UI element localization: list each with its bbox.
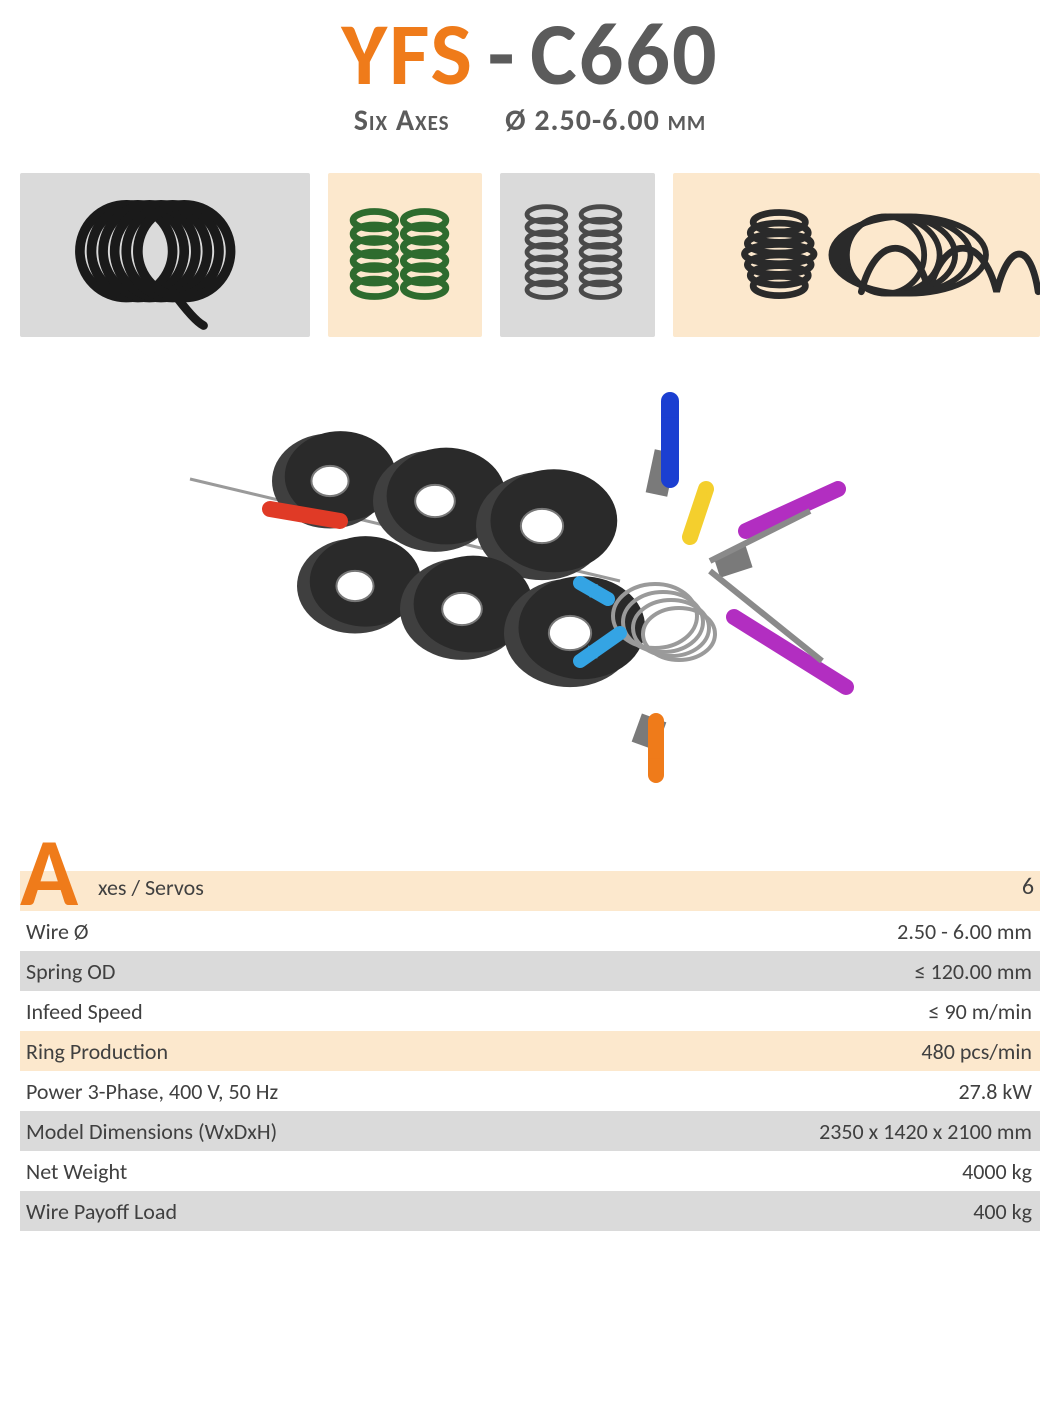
title-block: YFS - C660 Six Axes Ø 2.50-6.00 mm — [20, 0, 1040, 139]
axes-diagram — [20, 361, 1040, 791]
model-number: C660 — [530, 0, 718, 108]
spec-row: Net Weight 4000 kg — [20, 1151, 1040, 1191]
spec-row: Wire Payoff Load 400 kg — [20, 1191, 1040, 1231]
spec-value: ≤ 120.00 mm — [915, 958, 1032, 985]
spec-row: Model Dimensions (WxDxH) 2350 x 1420 x 21… — [20, 1111, 1040, 1151]
spec-heading-value: 6 — [1022, 872, 1034, 901]
thumb-double — [328, 173, 483, 337]
spec-row: Spring OD ≤ 120.00 mm — [20, 951, 1040, 991]
spec-value: 4000 kg — [962, 1158, 1032, 1185]
spec-row: Infeed Speed ≤ 90 m/min — [20, 991, 1040, 1031]
spec-label: Net Weight — [26, 1158, 127, 1185]
brand: YFS — [341, 0, 474, 108]
spec-value: 2350 x 1420 x 2100 mm — [819, 1118, 1032, 1145]
model-title: YFS - C660 — [20, 0, 1040, 108]
subtitle: Six Axes Ø 2.50-6.00 mm — [20, 102, 1040, 139]
spec-label: Ring Production — [26, 1038, 168, 1065]
spec-row: Power 3-Phase, 400 V, 50 Hz 27.8 kW — [20, 1071, 1040, 1111]
subtitle-axes: Six Axes — [354, 102, 450, 139]
spec-label: Infeed Speed — [26, 998, 143, 1025]
spec-value: 2.50 - 6.00 mm — [897, 918, 1032, 945]
spec-value: 400 kg — [973, 1198, 1032, 1225]
thumb-conical — [673, 173, 1040, 337]
title-dash: - — [488, 0, 517, 108]
spec-heading: A xes / Servos 6 — [20, 821, 1040, 911]
spec-value: ≤ 90 m/min — [929, 998, 1032, 1025]
thumbnail-row — [20, 173, 1040, 337]
spec-heading-letter: A — [20, 825, 78, 921]
spec-value: 480 pcs/min — [921, 1038, 1032, 1065]
spec-label: Wire Payoff Load — [26, 1198, 177, 1225]
spec-label: Power 3-Phase, 400 V, 50 Hz — [26, 1078, 278, 1105]
spec-label: Spring OD — [26, 958, 115, 985]
spec-table: Wire Ø2.50 - 6.00 mm Spring OD ≤ 120.00 mm… — [20, 911, 1040, 1231]
spec-heading-rest: xes / Servos — [98, 874, 204, 901]
spec-value: 27.8 kW — [958, 1078, 1032, 1105]
spec-row: Wire Ø2.50 - 6.00 mm — [20, 911, 1040, 951]
spec-label: Model Dimensions (WxDxH) — [26, 1118, 277, 1145]
thumb-compression — [500, 173, 655, 337]
subtitle-diameter: Ø 2.50-6.00 mm — [505, 102, 706, 139]
spec-row: Ring Production 480 pcs/min — [20, 1031, 1040, 1071]
thumb-torsion — [20, 173, 310, 337]
